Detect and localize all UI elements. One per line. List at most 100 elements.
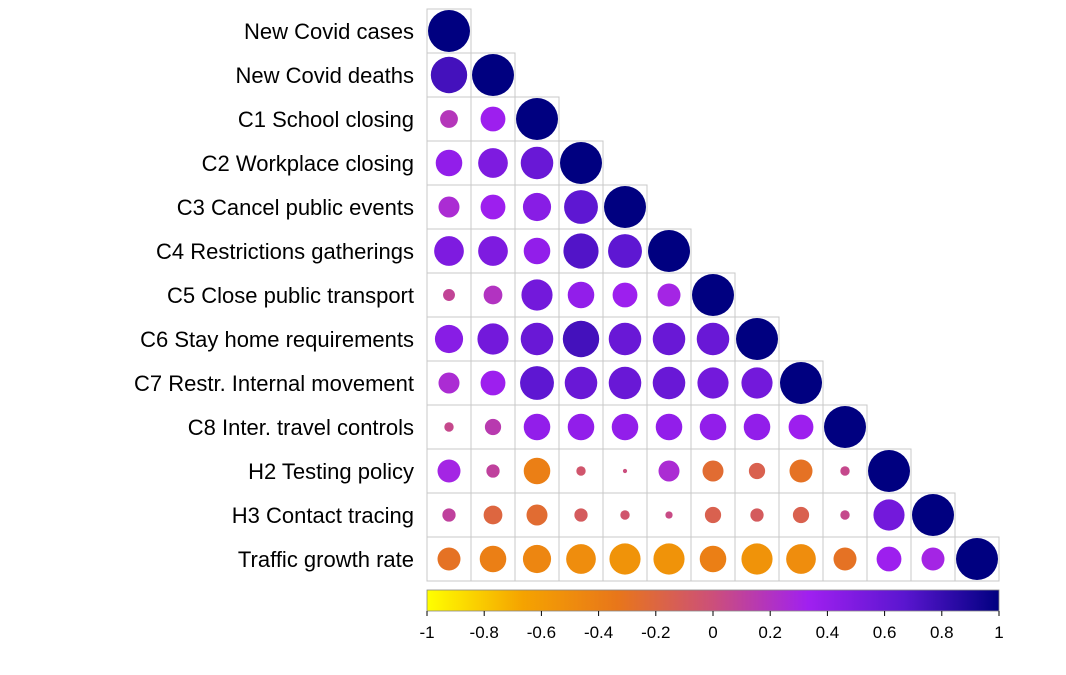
correlation-circle — [434, 236, 464, 266]
correlation-circle — [428, 10, 470, 52]
correlation-circle — [789, 459, 813, 483]
correlation-circle — [612, 282, 638, 308]
colorbar-tick-label: -0.4 — [584, 623, 613, 642]
correlation-circle — [437, 459, 461, 483]
colorbar-tick-label: -0.6 — [527, 623, 556, 642]
row-label: Traffic growth rate — [238, 547, 414, 572]
correlation-circle — [566, 544, 596, 574]
correlation-circle — [876, 546, 902, 572]
correlation-circle — [520, 146, 554, 180]
correlation-circle — [648, 230, 690, 272]
correlation-circle — [741, 543, 773, 575]
correlation-circle — [564, 366, 598, 400]
correlation-circle — [652, 366, 686, 400]
correlation-circle — [520, 322, 554, 356]
correlation-circle — [741, 367, 773, 399]
correlation-circle — [522, 192, 552, 222]
correlation-circle — [702, 460, 724, 482]
correlation-circle — [780, 362, 822, 404]
correlation-circle — [921, 547, 945, 571]
correlation-circle — [833, 547, 857, 571]
correlation-circle — [665, 511, 673, 519]
correlation-circle — [743, 413, 771, 441]
correlation-circle — [576, 466, 586, 476]
correlation-circle — [655, 413, 683, 441]
correlation-circle — [574, 508, 588, 522]
row-label: C7 Restr. Internal movement — [134, 371, 414, 396]
correlation-circle — [563, 233, 599, 269]
colorbar-tick-label: 0.8 — [930, 623, 954, 642]
correlation-circle — [434, 324, 464, 354]
correlation-circle — [438, 196, 460, 218]
row-label: New Covid deaths — [235, 63, 414, 88]
row-label: C6 Stay home requirements — [140, 327, 414, 352]
correlation-circle — [526, 504, 548, 526]
colorbar-tick-label: 0.6 — [873, 623, 897, 642]
colorbar-tick-label: -0.2 — [641, 623, 670, 642]
correlation-circle — [608, 322, 642, 356]
correlation-circle — [956, 538, 998, 580]
correlation-circle — [567, 281, 595, 309]
correlation-circle — [477, 323, 509, 355]
correlation-circle — [478, 148, 508, 178]
correlation-circle — [748, 462, 766, 480]
correlation-circle — [442, 508, 456, 522]
colorbar-tick-label: 0 — [708, 623, 717, 642]
correlation-circle — [440, 110, 458, 128]
correlation-circle — [622, 468, 628, 474]
correlation-circle — [483, 505, 503, 525]
row-labels: New Covid cases New Covid deaths C1 School… — [134, 19, 414, 572]
correlation-circle — [438, 372, 460, 394]
row-label: H2 Testing policy — [248, 459, 414, 484]
correlation-circle — [750, 508, 764, 522]
correlation-circle — [608, 234, 642, 268]
correlation-cells — [426, 8, 1000, 582]
correlation-circle — [522, 544, 552, 574]
correlation-circle — [479, 545, 507, 573]
correlation-circle — [480, 106, 506, 132]
correlation-circle — [792, 506, 810, 524]
correlation-circle — [435, 149, 463, 177]
correlation-circle — [560, 142, 602, 184]
correlation-circle — [444, 422, 454, 432]
correlation-circle — [608, 366, 642, 400]
colorbar-tick-label: 0.4 — [816, 623, 840, 642]
correlation-circle — [788, 414, 814, 440]
correlation-circle — [523, 413, 551, 441]
correlation-circle — [868, 450, 910, 492]
colorbar-tick-label: 1 — [994, 623, 1003, 642]
correlation-circle — [562, 320, 600, 358]
correlation-circle — [437, 547, 461, 571]
correlation-circle — [786, 544, 816, 574]
colorbar-tick-label: -1 — [419, 623, 434, 642]
correlation-circle — [564, 190, 598, 224]
row-label: C4 Restrictions gatherings — [156, 239, 414, 264]
row-label: C1 School closing — [238, 107, 414, 132]
correlation-circle — [567, 413, 595, 441]
correlation-circle — [604, 186, 646, 228]
correlation-circle — [657, 283, 681, 307]
correlation-circle — [840, 466, 850, 476]
correlation-circle — [873, 499, 905, 531]
correlation-circle — [430, 56, 468, 94]
cell-border — [426, 272, 472, 318]
correlation-circle — [611, 413, 639, 441]
correlation-circle — [652, 322, 686, 356]
correlation-circle — [736, 318, 778, 360]
correlation-circle — [620, 510, 630, 520]
row-label: C8 Inter. travel controls — [188, 415, 414, 440]
correlation-circle — [480, 370, 506, 396]
colorbar-gradient — [427, 590, 999, 611]
correlation-circle — [486, 464, 500, 478]
correlation-circle — [704, 506, 722, 524]
row-label: C5 Close public transport — [167, 283, 414, 308]
row-label: New Covid cases — [244, 19, 414, 44]
row-label: C2 Workplace closing — [202, 151, 414, 176]
correlation-circle — [696, 322, 730, 356]
row-label: H3 Contact tracing — [232, 503, 414, 528]
row-label: C3 Cancel public events — [177, 195, 414, 220]
correlation-circle — [520, 366, 554, 400]
correlation-circle — [699, 545, 727, 573]
correlation-circle — [824, 406, 866, 448]
